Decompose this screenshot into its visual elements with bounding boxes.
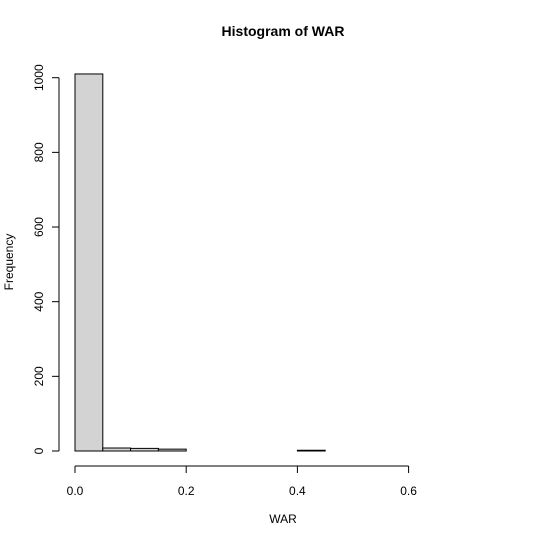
y-tick-label: 1000 <box>32 64 46 91</box>
y-tick-label: 800 <box>32 142 46 162</box>
histogram-bar-3 <box>157 448 187 452</box>
y-tick-label: 400 <box>32 291 46 311</box>
y-axis-label: Frequency <box>2 234 16 291</box>
x-axis-label: WAR <box>269 512 297 526</box>
histogram-bar-1 <box>102 447 132 452</box>
y-tick-label: 0 <box>32 447 46 454</box>
histogram-bar-0 <box>74 73 104 452</box>
y-tick-label: 200 <box>32 366 46 386</box>
histogram-bar-2 <box>130 447 159 452</box>
bars-group <box>74 73 326 452</box>
x-axis: 0.0 0.2 0.4 0.6 <box>67 465 417 498</box>
x-tick-label: 0.2 <box>178 484 195 498</box>
x-tick-label: 0.4 <box>289 484 306 498</box>
y-axis: 0 200 400 600 800 1000 <box>32 64 60 454</box>
x-tick-label: 0.0 <box>67 484 84 498</box>
y-tick-label: 600 <box>32 217 46 237</box>
chart-title: Histogram of WAR <box>222 23 345 39</box>
histogram-bar-8 <box>296 449 326 452</box>
x-tick-label: 0.6 <box>400 484 417 498</box>
